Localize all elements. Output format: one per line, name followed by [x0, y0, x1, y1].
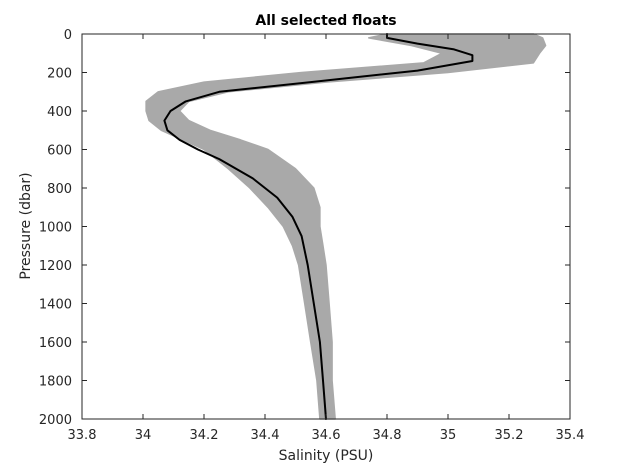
y-tick-label: 2000: [39, 413, 72, 428]
y-tick-label: 0: [64, 28, 72, 43]
chart-title: All selected floats: [255, 13, 396, 29]
y-tick-label: 1600: [39, 336, 72, 351]
x-tick-label: 34.2: [190, 428, 219, 443]
y-tick-label: 200: [47, 67, 72, 82]
mean-profile-line: [163, 33, 474, 420]
x-axis-label: Salinity (PSU): [279, 448, 374, 464]
x-tick-label: 34.6: [312, 428, 341, 443]
x-tick-label: 35.2: [495, 428, 524, 443]
x-tick-label: 35.4: [556, 428, 585, 443]
x-tick-label: 34: [135, 428, 152, 443]
x-tick-label: 33.8: [68, 428, 97, 443]
x-tick-label: 34.4: [251, 428, 280, 443]
axis-ticks: 33.8 34 34.2 34.4 34.6 34.8 35 35.2 35.4 0 200 400 6…: [39, 28, 585, 443]
y-tick-label: 800: [47, 182, 72, 197]
x-tick-label: 34.8: [373, 428, 402, 443]
y-tick-label: 1000: [39, 221, 72, 236]
y-axis-label: Pressure (dbar): [18, 172, 34, 279]
y-tick-label: 400: [47, 105, 72, 120]
y-tick-label: 600: [47, 144, 72, 159]
x-tick-label: 35: [440, 428, 457, 443]
y-tick-label: 1200: [39, 259, 72, 274]
y-tick-label: 1800: [39, 375, 72, 390]
y-tick-label: 1400: [39, 298, 72, 313]
